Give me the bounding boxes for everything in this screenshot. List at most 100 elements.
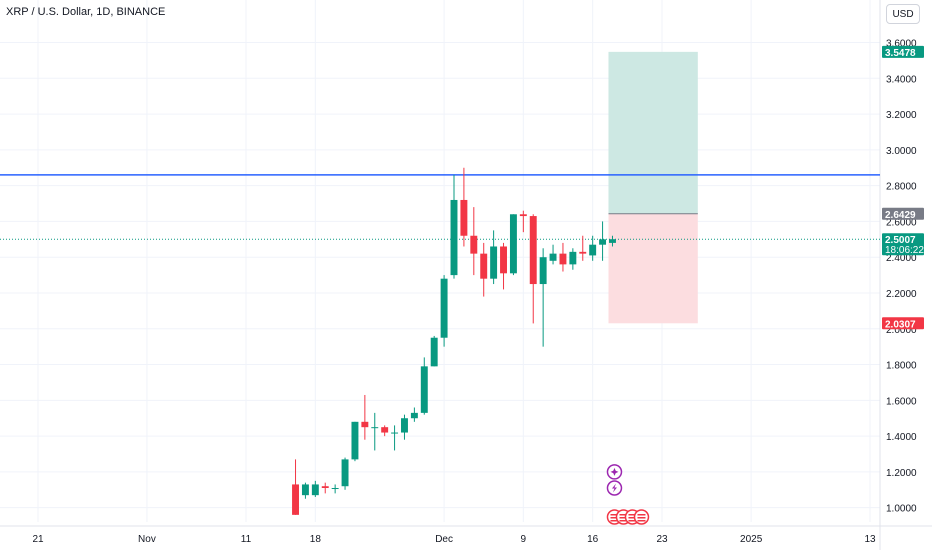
stop-price-label-bg <box>882 317 924 330</box>
x-tick-label: 2025 <box>740 534 763 545</box>
candle[interactable] <box>331 484 339 494</box>
y-tick-label: 2.4000 <box>886 253 917 264</box>
candles[interactable] <box>292 167 616 515</box>
candle-body[interactable] <box>579 251 587 254</box>
candle-body[interactable] <box>609 239 616 243</box>
candle[interactable] <box>401 414 408 440</box>
candle[interactable] <box>440 275 448 347</box>
candle-body[interactable] <box>420 366 428 413</box>
candle-body[interactable] <box>430 337 438 367</box>
y-tick-label: 1.4000 <box>886 432 917 443</box>
candle-body[interactable] <box>321 486 329 489</box>
loss-zone[interactable] <box>608 213 698 324</box>
candle[interactable] <box>470 207 478 276</box>
candle-body[interactable] <box>301 484 309 496</box>
candle[interactable] <box>301 482 309 499</box>
stop-price-label-text: 2.0307 <box>885 319 916 330</box>
candle[interactable] <box>559 242 567 272</box>
candle[interactable] <box>509 214 517 276</box>
candle[interactable] <box>311 480 319 497</box>
candle-body[interactable] <box>519 214 527 217</box>
candle-body[interactable] <box>311 484 319 496</box>
candle-body[interactable] <box>440 278 448 338</box>
lightning-event-icon[interactable] <box>606 480 623 496</box>
candle-body[interactable] <box>539 257 547 285</box>
candle-body[interactable] <box>589 244 597 256</box>
candle[interactable] <box>460 167 468 247</box>
price-lines[interactable] <box>0 174 880 240</box>
y-tick-label: 1.0000 <box>886 504 917 515</box>
candle[interactable] <box>569 248 577 270</box>
candle[interactable] <box>599 221 607 261</box>
candle-body[interactable] <box>371 427 379 429</box>
stop-price-label: 2.0307 <box>882 317 924 330</box>
candle[interactable] <box>549 244 557 265</box>
plus-event-icon[interactable] <box>606 464 623 480</box>
last-price-label-countdown: 18:06:22 <box>885 245 924 256</box>
candle[interactable] <box>519 210 527 233</box>
last-price-label-text: 2.5007 <box>885 235 916 246</box>
candle-body[interactable] <box>480 253 488 279</box>
candle-body[interactable] <box>331 488 339 490</box>
flag-stripe <box>610 514 619 516</box>
sparkle-glyph <box>610 467 619 476</box>
price-axis[interactable]: 1.0000 1.2000 1.4000 1.6000 1.8000 2.0000 2.20… <box>886 39 917 515</box>
candle-body[interactable] <box>391 432 399 434</box>
candle-body[interactable] <box>470 235 478 254</box>
chart-title: XRP / U.S. Dollar, 1D, BINANCE <box>6 6 166 18</box>
candle[interactable] <box>480 242 488 297</box>
candle[interactable] <box>292 459 299 515</box>
candle[interactable] <box>391 425 399 451</box>
candle[interactable] <box>351 421 359 462</box>
candle[interactable] <box>410 407 418 422</box>
us-flag-icon[interactable] <box>633 509 650 525</box>
candle[interactable] <box>500 242 507 290</box>
candle[interactable] <box>450 174 458 279</box>
candle[interactable] <box>529 214 537 324</box>
candle[interactable] <box>341 457 349 490</box>
candle-body[interactable] <box>500 246 507 274</box>
target-price-label-bg <box>882 45 924 58</box>
event-markers[interactable] <box>606 464 650 525</box>
target-price-label-text: 3.5478 <box>885 48 916 59</box>
candle[interactable] <box>420 357 428 415</box>
candle[interactable] <box>579 235 587 261</box>
candle[interactable] <box>321 482 329 494</box>
time-axis[interactable]: 21 Nov 11 18 Dec 9 16 23 2025 13 <box>32 534 876 545</box>
candle-body[interactable] <box>450 199 458 276</box>
entry-price-label-text: 2.6429 <box>885 210 916 221</box>
flag-stripe <box>628 517 637 519</box>
y-tick-label: 2.8000 <box>886 182 917 193</box>
candle[interactable] <box>589 235 597 261</box>
candle[interactable] <box>381 425 389 437</box>
candle-body[interactable] <box>599 239 607 245</box>
candle-body[interactable] <box>490 246 498 279</box>
candle-body[interactable] <box>292 484 299 515</box>
candle-body[interactable] <box>361 421 369 428</box>
x-tick-label: Nov <box>138 534 156 545</box>
candle-body[interactable] <box>509 214 517 274</box>
x-tick-label: Dec <box>435 534 453 545</box>
position-zones[interactable] <box>608 51 698 324</box>
candle-body[interactable] <box>401 418 408 433</box>
candle[interactable] <box>490 230 498 285</box>
x-tick-label: 13 <box>864 534 876 545</box>
candle-body[interactable] <box>559 253 567 265</box>
candle-body[interactable] <box>529 216 537 285</box>
candle-body[interactable] <box>410 412 418 419</box>
candle-body[interactable] <box>351 421 359 460</box>
profit-zone[interactable] <box>608 51 698 214</box>
candle-body[interactable] <box>341 459 349 487</box>
currency-button[interactable]: USD <box>886 4 920 24</box>
candle[interactable] <box>609 235 616 247</box>
candle[interactable] <box>539 248 547 347</box>
candle-body[interactable] <box>381 427 389 433</box>
candle-body[interactable] <box>460 199 468 236</box>
candle[interactable] <box>371 412 379 451</box>
candle-body[interactable] <box>549 253 557 261</box>
candle-body[interactable] <box>569 251 577 265</box>
candle[interactable] <box>361 394 369 440</box>
candle[interactable] <box>430 335 438 367</box>
